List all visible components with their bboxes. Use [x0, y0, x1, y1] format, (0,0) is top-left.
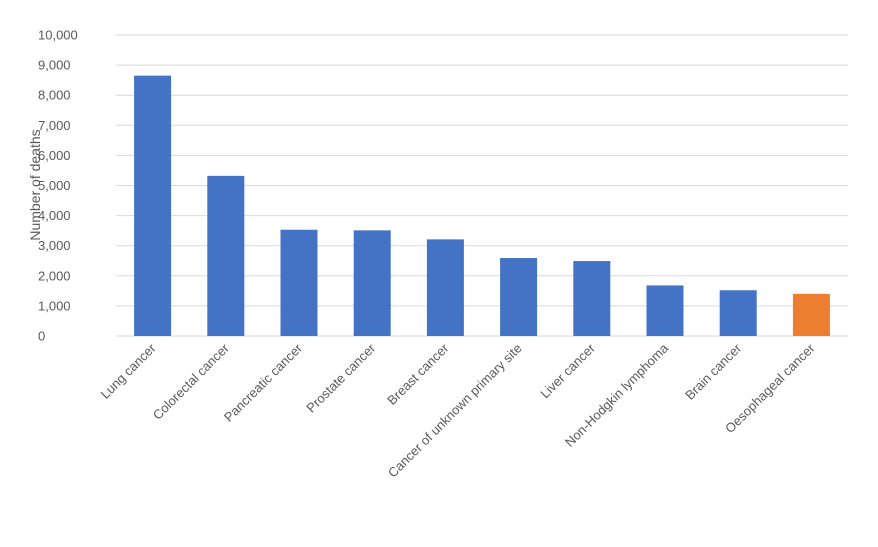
- bar: [500, 258, 538, 336]
- y-axis-ticks: 0 1,000 2,000 3,000 4,000 5,000 6,000 7,000 8,00…: [38, 28, 78, 344]
- x-category-label: Cancer of unknown primary site: [385, 341, 525, 481]
- y-tick-label: 9,000: [38, 58, 71, 73]
- y-tick-label: 7,000: [38, 118, 71, 133]
- x-category-label: Colorectal cancer: [150, 340, 233, 423]
- bar: [280, 229, 318, 336]
- bar: [353, 230, 391, 336]
- x-category-label: Breast cancer: [384, 340, 452, 408]
- bar: [573, 261, 611, 336]
- y-tick-label: 3,000: [38, 238, 71, 253]
- y-axis-label: Number of deaths: [27, 129, 43, 240]
- y-tick-label: 5,000: [38, 178, 71, 193]
- x-category-label: Pancreatic cancer: [221, 340, 306, 425]
- bar: [792, 293, 830, 336]
- bar: [426, 239, 464, 336]
- bar: [719, 290, 757, 336]
- bars: [134, 75, 830, 336]
- y-tick-label: 6,000: [38, 148, 71, 163]
- y-tick-label: 4,000: [38, 208, 71, 223]
- bar: [134, 75, 172, 336]
- y-tick-label: 2,000: [38, 268, 71, 283]
- bar: [207, 175, 245, 336]
- x-category-label: Prostate cancer: [303, 340, 378, 415]
- bar: [646, 285, 684, 336]
- y-tick-label: 1,000: [38, 298, 71, 313]
- x-category-label: Brain cancer: [682, 340, 745, 403]
- y-tick-label: 0: [38, 329, 45, 344]
- y-tick-label: 10,000: [38, 28, 78, 43]
- x-category-label: Lung cancer: [98, 340, 160, 402]
- y-tick-label: 8,000: [38, 88, 71, 103]
- x-category-label: Liver cancer: [537, 340, 598, 401]
